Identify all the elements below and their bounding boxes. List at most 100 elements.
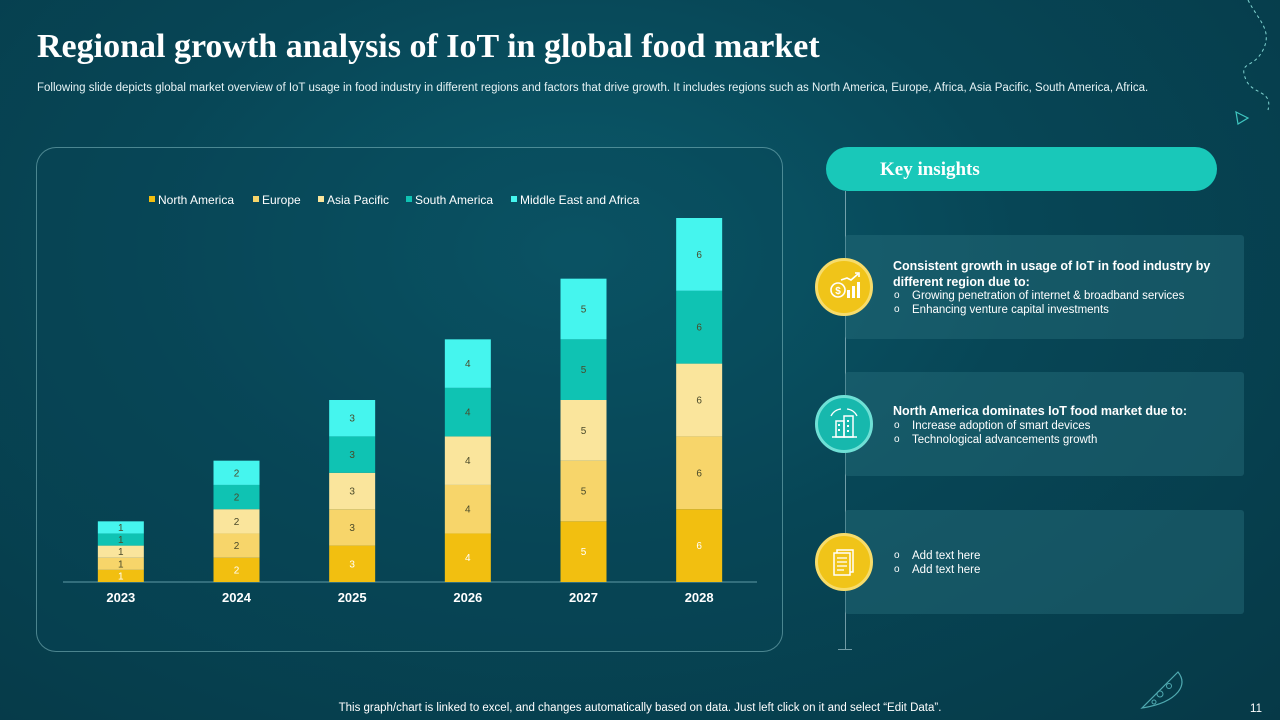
- legend-label: Asia Pacific: [327, 193, 389, 207]
- bar-segment: [213, 509, 260, 534]
- data-label: 6: [696, 396, 702, 407]
- bar-segment: [444, 387, 491, 437]
- bar-segment: [97, 545, 144, 558]
- key-insights-header: Key insights: [826, 147, 1217, 191]
- data-label: 4: [465, 456, 471, 467]
- insight-3-bullet: Add text here: [893, 549, 980, 563]
- data-label: 2: [234, 468, 240, 479]
- bar-segment: [444, 533, 491, 582]
- data-label: 2: [234, 517, 240, 528]
- insight-1-heading: Consistent growth in usage of IoT in foo…: [893, 259, 1211, 289]
- data-label: 3: [349, 523, 355, 534]
- insight-2-bullets: Increase adoption of smart devices Techn…: [893, 419, 1097, 447]
- data-label: 5: [581, 305, 587, 316]
- bar-segment: [213, 557, 260, 582]
- insight-2-bullet: Increase adoption of smart devices: [893, 419, 1097, 433]
- insight-1-bullets: Growing penetration of internet & broadb…: [893, 289, 1184, 317]
- timeline-end: [838, 649, 852, 650]
- bar-segment: [213, 484, 260, 510]
- page-subtitle: Following slide depicts global market ov…: [37, 82, 1149, 94]
- bar-segment: [97, 533, 144, 546]
- data-label: 2: [234, 541, 240, 552]
- bar-segment: [213, 533, 260, 558]
- legend-label: Europe: [262, 193, 301, 207]
- data-label: 6: [696, 323, 702, 334]
- data-label: 1: [118, 559, 124, 570]
- insight-3-bullets: Add text here Add text here: [893, 549, 980, 577]
- data-label: 4: [465, 359, 471, 370]
- insight-2-heading: North America dominates IoT food market …: [893, 404, 1188, 418]
- bar-segment: [444, 436, 491, 485]
- data-label: 4: [465, 408, 471, 419]
- data-label: 6: [696, 468, 702, 479]
- legend-label: Middle East and Africa: [520, 193, 640, 207]
- data-label: 4: [465, 505, 471, 516]
- bar-segment: [676, 218, 723, 291]
- insight-1-bullet: Growing penetration of internet & broadb…: [893, 289, 1184, 303]
- x-tick-label: 2023: [106, 590, 135, 605]
- data-label: 2: [234, 565, 240, 576]
- data-label: 4: [465, 553, 471, 564]
- page-number: 11: [1250, 703, 1262, 715]
- x-tick-label: 2026: [453, 590, 482, 605]
- svg-text:$: $: [835, 286, 841, 297]
- x-tick-label: 2025: [338, 590, 367, 605]
- bar-segment: [329, 400, 376, 437]
- bar-segment: [213, 460, 260, 485]
- data-label: 2: [234, 493, 240, 504]
- insight-1-bullet: Enhancing venture capital investments: [893, 303, 1184, 317]
- bar-segment: [560, 521, 607, 582]
- bar-segment: [97, 521, 144, 534]
- data-label: 6: [696, 541, 702, 552]
- x-tick-label: 2028: [685, 590, 714, 605]
- decorative-swirl-icon: [1235, 0, 1270, 125]
- footer-note: This graph/chart is linked to excel, and…: [338, 702, 942, 714]
- data-label: 3: [349, 450, 355, 461]
- legend-swatch: [253, 196, 259, 202]
- data-label: 3: [349, 487, 355, 498]
- smart-city-icon: [815, 395, 873, 453]
- data-label: 5: [581, 487, 587, 498]
- bar-segment: [560, 460, 607, 522]
- bar-segment: [329, 545, 376, 582]
- bar-segment: [444, 339, 491, 388]
- data-label: 6: [696, 250, 702, 261]
- bar-segment: [444, 484, 491, 534]
- key-insights-title: Key insights: [880, 159, 980, 180]
- bar-segment: [97, 557, 144, 570]
- chart-panel: North America Europe Asia Pacific South Ame…: [36, 147, 783, 652]
- data-label: 5: [581, 365, 587, 376]
- bar-segment: [676, 509, 723, 582]
- bar-segment: [329, 509, 376, 546]
- x-tick-label: 2027: [569, 590, 598, 605]
- data-label: 1: [118, 547, 124, 558]
- legend-swatch: [511, 196, 517, 202]
- data-label: 5: [581, 426, 587, 437]
- pizza-icon: [1140, 671, 1183, 709]
- legend-swatch: [318, 196, 324, 202]
- data-label: 1: [118, 571, 124, 582]
- bar-segment: [676, 290, 723, 364]
- insight-card-1: [845, 235, 1244, 339]
- money-growth-icon: $: [815, 258, 873, 316]
- legend-swatch: [406, 196, 412, 202]
- x-tick-label: 2024: [222, 590, 252, 605]
- stacked-bar-chart[interactable]: North America Europe Asia Pacific South Ame…: [37, 148, 782, 651]
- bar-segment: [676, 363, 723, 437]
- legend-label: North America: [158, 193, 234, 207]
- bar-segment: [676, 436, 723, 510]
- data-label: 1: [118, 535, 124, 546]
- legend-swatch: [149, 196, 155, 202]
- insight-2-bullet: Technological advancements growth: [893, 433, 1097, 447]
- document-icon: [815, 533, 873, 591]
- insight-3-bullet: Add text here: [893, 563, 980, 577]
- data-label: 3: [349, 559, 355, 570]
- data-label: 3: [349, 414, 355, 425]
- legend-label: South America: [415, 193, 493, 207]
- bar-segment: [329, 472, 376, 510]
- data-label: 1: [118, 523, 124, 534]
- bar-segment: [560, 400, 607, 461]
- bar-segment: [560, 339, 607, 400]
- bar-segment: [97, 569, 144, 582]
- bar-segment: [560, 278, 607, 340]
